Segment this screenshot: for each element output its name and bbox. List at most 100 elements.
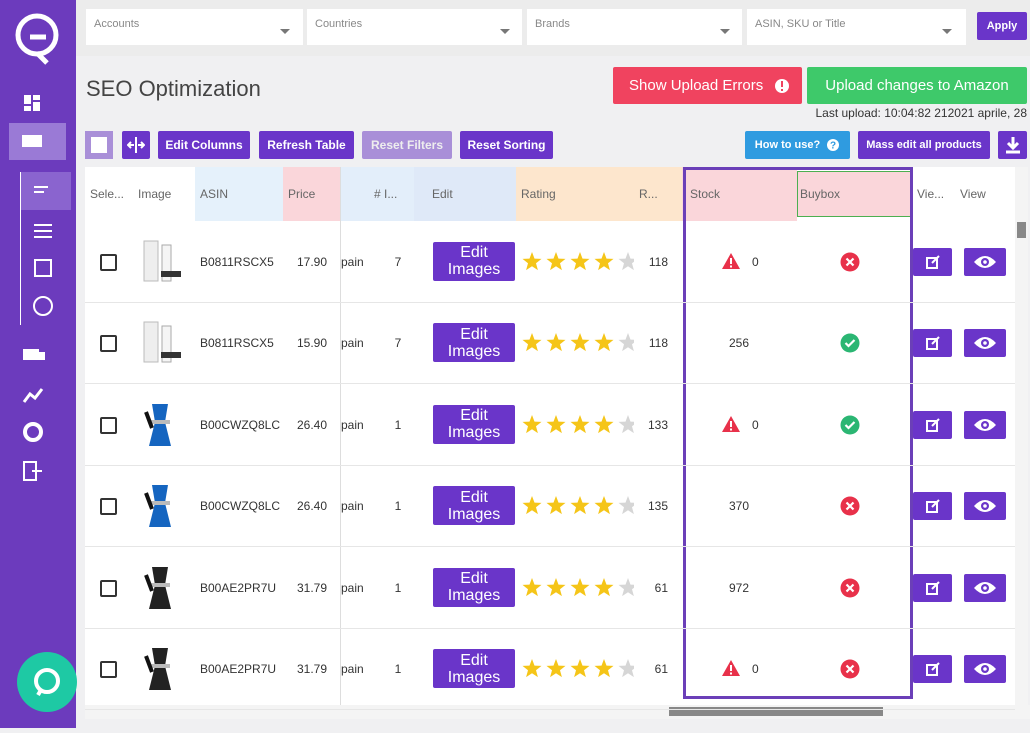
eye-icon (974, 255, 996, 268)
buybox-status (840, 578, 860, 598)
row-divider (85, 546, 1015, 547)
eye-icon (974, 418, 996, 431)
edit-images-button[interactable]: Edit Images (433, 323, 515, 363)
column-header[interactable]: ASIN (195, 167, 283, 221)
mass-edit-button[interactable]: Mass edit all products (858, 131, 990, 159)
rating-stars (522, 496, 634, 515)
stock-warning-icon (722, 252, 740, 269)
sidebar (0, 0, 76, 728)
buybox-status (840, 252, 860, 272)
view-product-button[interactable] (964, 573, 1006, 602)
review-count: 133 (647, 417, 668, 432)
column-header[interactable]: # I... (369, 167, 414, 221)
row-checkbox[interactable] (100, 579, 117, 597)
refresh-table-button[interactable]: Refresh Table (259, 131, 354, 159)
edit-images-button[interactable]: Edit Images (433, 649, 515, 689)
asin: B00CWZQ8LC (200, 417, 281, 432)
eye-icon (974, 581, 996, 594)
product-image (144, 485, 171, 528)
row-checkbox[interactable] (100, 498, 117, 516)
rating-stars (522, 333, 634, 352)
filter-select[interactable]: Brands (527, 9, 742, 45)
edit-columns-button[interactable]: Edit Columns (158, 131, 250, 159)
image-count: 1 (394, 580, 402, 595)
last-upload: Last upload: 10:04:82 212021 aprile, 28 (815, 106, 1027, 120)
column-header[interactable]: Rating (516, 167, 634, 221)
stock: 0 (752, 662, 759, 677)
apply-button[interactable]: Apply (977, 12, 1027, 40)
help-icon: ? (827, 139, 840, 152)
stock-warning-icon (722, 415, 740, 432)
edit-product-button[interactable] (913, 655, 952, 684)
alert-icon (775, 78, 789, 93)
edit-images-button[interactable]: Edit Images (433, 241, 515, 281)
row-checkbox[interactable] (100, 253, 117, 271)
stock-warning-icon (722, 660, 740, 677)
column-header[interactable]: Buybox (797, 171, 912, 217)
edit-icon (925, 581, 940, 595)
marketplace: pain (341, 417, 364, 432)
vertical-scrollbar[interactable] (1015, 167, 1028, 705)
filter-label: ASIN, SKU or Title (755, 18, 846, 30)
review-count: 61 (654, 662, 668, 677)
marketplace: pain (341, 499, 364, 514)
stock: 370 (728, 499, 750, 514)
price: 31.79 (296, 580, 327, 595)
row-checkbox[interactable] (100, 661, 117, 679)
column-header[interactable]: Edit (414, 167, 516, 221)
column-width-button[interactable] (122, 131, 150, 159)
horizontal-scrollbar[interactable] (85, 705, 1030, 719)
edit-product-button[interactable] (913, 247, 952, 276)
edit-product-button[interactable] (913, 492, 952, 521)
column-header[interactable] (341, 167, 369, 221)
row-divider (85, 709, 1015, 710)
price: 31.79 (296, 662, 327, 677)
asin: B00CWZQ8LC (200, 499, 281, 514)
price: 15.90 (296, 336, 327, 351)
view-product-button[interactable] (964, 655, 1006, 684)
view-product-button[interactable] (964, 329, 1006, 358)
row-divider (85, 383, 1015, 384)
filter-select[interactable]: Accounts (86, 9, 303, 45)
download-icon (1005, 137, 1020, 154)
filter-select[interactable]: Countries (307, 9, 522, 45)
column-header[interactable]: Image (133, 167, 195, 221)
column-header[interactable]: Price (283, 167, 341, 221)
columns-icon (127, 137, 145, 153)
upload-errors-button[interactable]: Show Upload Errors (613, 67, 802, 104)
buybox-status (840, 333, 860, 353)
column-header[interactable]: R... (634, 167, 682, 221)
filter-label: Accounts (94, 18, 140, 30)
column-header[interactable]: View (952, 167, 1015, 221)
row-divider (85, 301, 1015, 303)
edit-images-button[interactable]: Edit Images (433, 567, 515, 607)
column-header[interactable]: Sele... (85, 167, 133, 221)
row-checkbox[interactable] (100, 335, 117, 353)
column-header[interactable]: Stock (682, 167, 797, 221)
reset-sorting-button[interactable]: Reset Sorting (460, 131, 553, 159)
edit-product-button[interactable] (913, 329, 952, 358)
filter-label: Brands (535, 18, 570, 30)
row-checkbox[interactable] (100, 416, 117, 434)
image-count: 1 (394, 499, 402, 514)
filter-select[interactable]: ASIN, SKU or Title (747, 9, 966, 45)
column-header[interactable]: Vie... (912, 167, 952, 221)
download-button[interactable] (998, 131, 1027, 159)
edit-product-button[interactable] (913, 573, 952, 602)
how-to-use-button[interactable]: How to use?? (745, 131, 850, 159)
edit-images-button[interactable]: Edit Images (433, 486, 515, 526)
upload-changes-button[interactable]: Upload changes to Amazon (807, 67, 1027, 104)
view-product-button[interactable] (964, 492, 1006, 521)
chat-button[interactable] (17, 652, 77, 712)
product-image (144, 566, 171, 609)
view-product-button[interactable] (964, 247, 1006, 276)
view-product-button[interactable] (964, 410, 1006, 439)
reset-filters-button[interactable]: Reset Filters (362, 131, 452, 159)
buybox-status (840, 659, 860, 679)
review-count: 61 (654, 580, 668, 595)
select-all[interactable] (85, 131, 113, 159)
edit-product-button[interactable] (913, 410, 952, 439)
edit-images-button[interactable]: Edit Images (433, 404, 515, 444)
row-divider (85, 627, 1015, 629)
